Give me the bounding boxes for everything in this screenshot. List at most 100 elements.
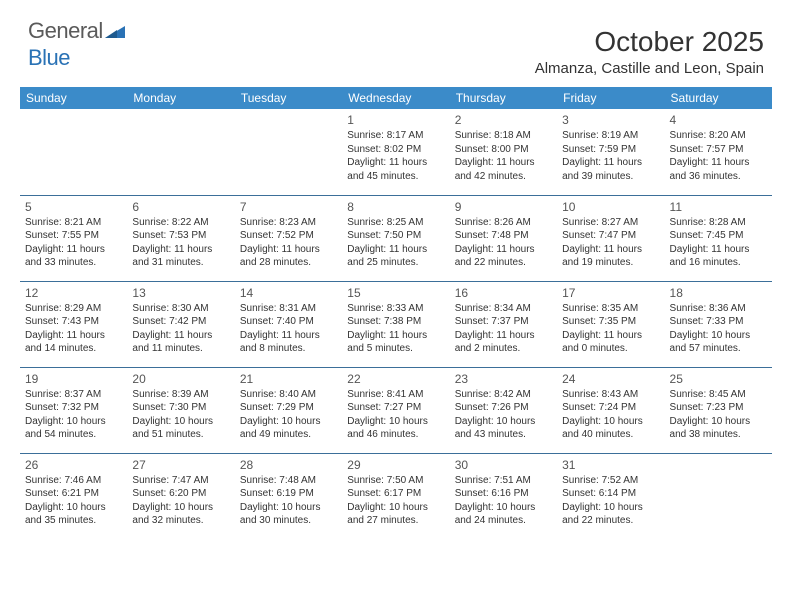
daylight-text: and 35 minutes.: [25, 514, 122, 528]
day-number: 21: [240, 371, 337, 387]
sunset-text: Sunset: 7:38 PM: [347, 315, 444, 329]
day-number: 24: [562, 371, 659, 387]
day-number: 26: [25, 457, 122, 473]
day-number: 10: [562, 199, 659, 215]
logo-text: General Blue: [28, 18, 125, 77]
day-number: 28: [240, 457, 337, 473]
daylight-text: Daylight: 11 hours: [562, 156, 659, 170]
calendar-cell: 21Sunrise: 8:40 AMSunset: 7:29 PMDayligh…: [235, 367, 342, 453]
day-number: 14: [240, 285, 337, 301]
daylight-text: Daylight: 11 hours: [562, 243, 659, 257]
sunrise-text: Sunrise: 8:35 AM: [562, 302, 659, 316]
day-number: 8: [347, 199, 444, 215]
sunset-text: Sunset: 7:57 PM: [670, 143, 767, 157]
sunrise-text: Sunrise: 8:33 AM: [347, 302, 444, 316]
sunset-text: Sunset: 6:19 PM: [240, 487, 337, 501]
sunrise-text: Sunrise: 8:28 AM: [670, 216, 767, 230]
sunrise-text: Sunrise: 8:20 AM: [670, 129, 767, 143]
calendar-cell: [665, 453, 772, 539]
sunset-text: Sunset: 7:47 PM: [562, 229, 659, 243]
sunset-text: Sunset: 7:55 PM: [25, 229, 122, 243]
sunset-text: Sunset: 7:43 PM: [25, 315, 122, 329]
daylight-text: Daylight: 11 hours: [455, 156, 552, 170]
sunset-text: Sunset: 7:35 PM: [562, 315, 659, 329]
daylight-text: and 2 minutes.: [455, 342, 552, 356]
sunset-text: Sunset: 7:24 PM: [562, 401, 659, 415]
calendar-cell: 19Sunrise: 8:37 AMSunset: 7:32 PMDayligh…: [20, 367, 127, 453]
daylight-text: and 28 minutes.: [240, 256, 337, 270]
calendar-cell: 23Sunrise: 8:42 AMSunset: 7:26 PMDayligh…: [450, 367, 557, 453]
calendar-cell: [235, 109, 342, 195]
daylight-text: Daylight: 10 hours: [670, 329, 767, 343]
sunset-text: Sunset: 7:48 PM: [455, 229, 552, 243]
daylight-text: Daylight: 11 hours: [347, 329, 444, 343]
sunrise-text: Sunrise: 8:42 AM: [455, 388, 552, 402]
calendar-cell: 5Sunrise: 8:21 AMSunset: 7:55 PMDaylight…: [20, 195, 127, 281]
daylight-text: Daylight: 10 hours: [25, 501, 122, 515]
triangle-icon: [105, 24, 125, 43]
day-number: 15: [347, 285, 444, 301]
sunrise-text: Sunrise: 8:22 AM: [132, 216, 229, 230]
sunset-text: Sunset: 7:50 PM: [347, 229, 444, 243]
calendar-cell: 29Sunrise: 7:50 AMSunset: 6:17 PMDayligh…: [342, 453, 449, 539]
calendar-cell: 20Sunrise: 8:39 AMSunset: 7:30 PMDayligh…: [127, 367, 234, 453]
calendar-cell: 15Sunrise: 8:33 AMSunset: 7:38 PMDayligh…: [342, 281, 449, 367]
daylight-text: Daylight: 10 hours: [670, 415, 767, 429]
daylight-text: and 39 minutes.: [562, 170, 659, 184]
calendar-cell: 2Sunrise: 8:18 AMSunset: 8:00 PMDaylight…: [450, 109, 557, 195]
weekday-header: Sunday: [20, 87, 127, 109]
sunset-text: Sunset: 7:45 PM: [670, 229, 767, 243]
daylight-text: Daylight: 11 hours: [240, 329, 337, 343]
sunrise-text: Sunrise: 8:29 AM: [25, 302, 122, 316]
calendar-cell: 24Sunrise: 8:43 AMSunset: 7:24 PMDayligh…: [557, 367, 664, 453]
sunrise-text: Sunrise: 8:23 AM: [240, 216, 337, 230]
calendar-cell: 18Sunrise: 8:36 AMSunset: 7:33 PMDayligh…: [665, 281, 772, 367]
weekday-header: Saturday: [665, 87, 772, 109]
sunset-text: Sunset: 7:29 PM: [240, 401, 337, 415]
daylight-text: Daylight: 11 hours: [455, 243, 552, 257]
sunset-text: Sunset: 7:59 PM: [562, 143, 659, 157]
title-block: October 2025 Almanza, Castille and Leon,…: [535, 26, 764, 77]
daylight-text: and 49 minutes.: [240, 428, 337, 442]
daylight-text: Daylight: 10 hours: [562, 501, 659, 515]
daylight-text: and 42 minutes.: [455, 170, 552, 184]
brand-part2: Blue: [28, 45, 70, 70]
daylight-text: Daylight: 10 hours: [240, 501, 337, 515]
day-number: 3: [562, 112, 659, 128]
sunrise-text: Sunrise: 8:41 AM: [347, 388, 444, 402]
calendar-cell: 30Sunrise: 7:51 AMSunset: 6:16 PMDayligh…: [450, 453, 557, 539]
weekday-header: Tuesday: [235, 87, 342, 109]
daylight-text: Daylight: 11 hours: [240, 243, 337, 257]
day-number: 2: [455, 112, 552, 128]
calendar-row: 12Sunrise: 8:29 AMSunset: 7:43 PM Dayligh…: [20, 281, 772, 367]
daylight-text: and 5 minutes.: [347, 342, 444, 356]
sunset-text: Sunset: 7:53 PM: [132, 229, 229, 243]
calendar-cell: 4Sunrise: 8:20 AMSunset: 7:57 PMDaylight…: [665, 109, 772, 195]
brand-logo: General Blue: [28, 18, 125, 77]
daylight-text: Daylight: 11 hours: [132, 243, 229, 257]
daylight-text: and 11 minutes.: [132, 342, 229, 356]
day-number: 9: [455, 199, 552, 215]
daylight-text: and 36 minutes.: [670, 170, 767, 184]
daylight-text: Daylight: 10 hours: [132, 501, 229, 515]
daylight-text: and 0 minutes.: [562, 342, 659, 356]
weekday-header: Thursday: [450, 87, 557, 109]
day-number: 12: [25, 285, 122, 301]
daylight-text: and 25 minutes.: [347, 256, 444, 270]
sunset-text: Sunset: 7:52 PM: [240, 229, 337, 243]
sunset-text: Sunset: 7:33 PM: [670, 315, 767, 329]
daylight-text: and 40 minutes.: [562, 428, 659, 442]
calendar-cell: 13Sunrise: 8:30 AMSunset: 7:42 PMDayligh…: [127, 281, 234, 367]
day-number: 16: [455, 285, 552, 301]
sunrise-text: Sunrise: 7:51 AM: [455, 474, 552, 488]
sunset-text: Sunset: 6:14 PM: [562, 487, 659, 501]
page-title: October 2025: [535, 26, 764, 58]
weekday-header: Monday: [127, 87, 234, 109]
sunset-text: Sunset: 6:21 PM: [25, 487, 122, 501]
sunrise-text: Sunrise: 8:30 AM: [132, 302, 229, 316]
daylight-text: and 38 minutes.: [670, 428, 767, 442]
calendar-cell: 26Sunrise: 7:46 AMSunset: 6:21 PMDayligh…: [20, 453, 127, 539]
daylight-text: Daylight: 11 hours: [562, 329, 659, 343]
calendar-cell: 12Sunrise: 8:29 AMSunset: 7:43 PMDayligh…: [20, 281, 127, 367]
sunrise-text: Sunrise: 8:34 AM: [455, 302, 552, 316]
